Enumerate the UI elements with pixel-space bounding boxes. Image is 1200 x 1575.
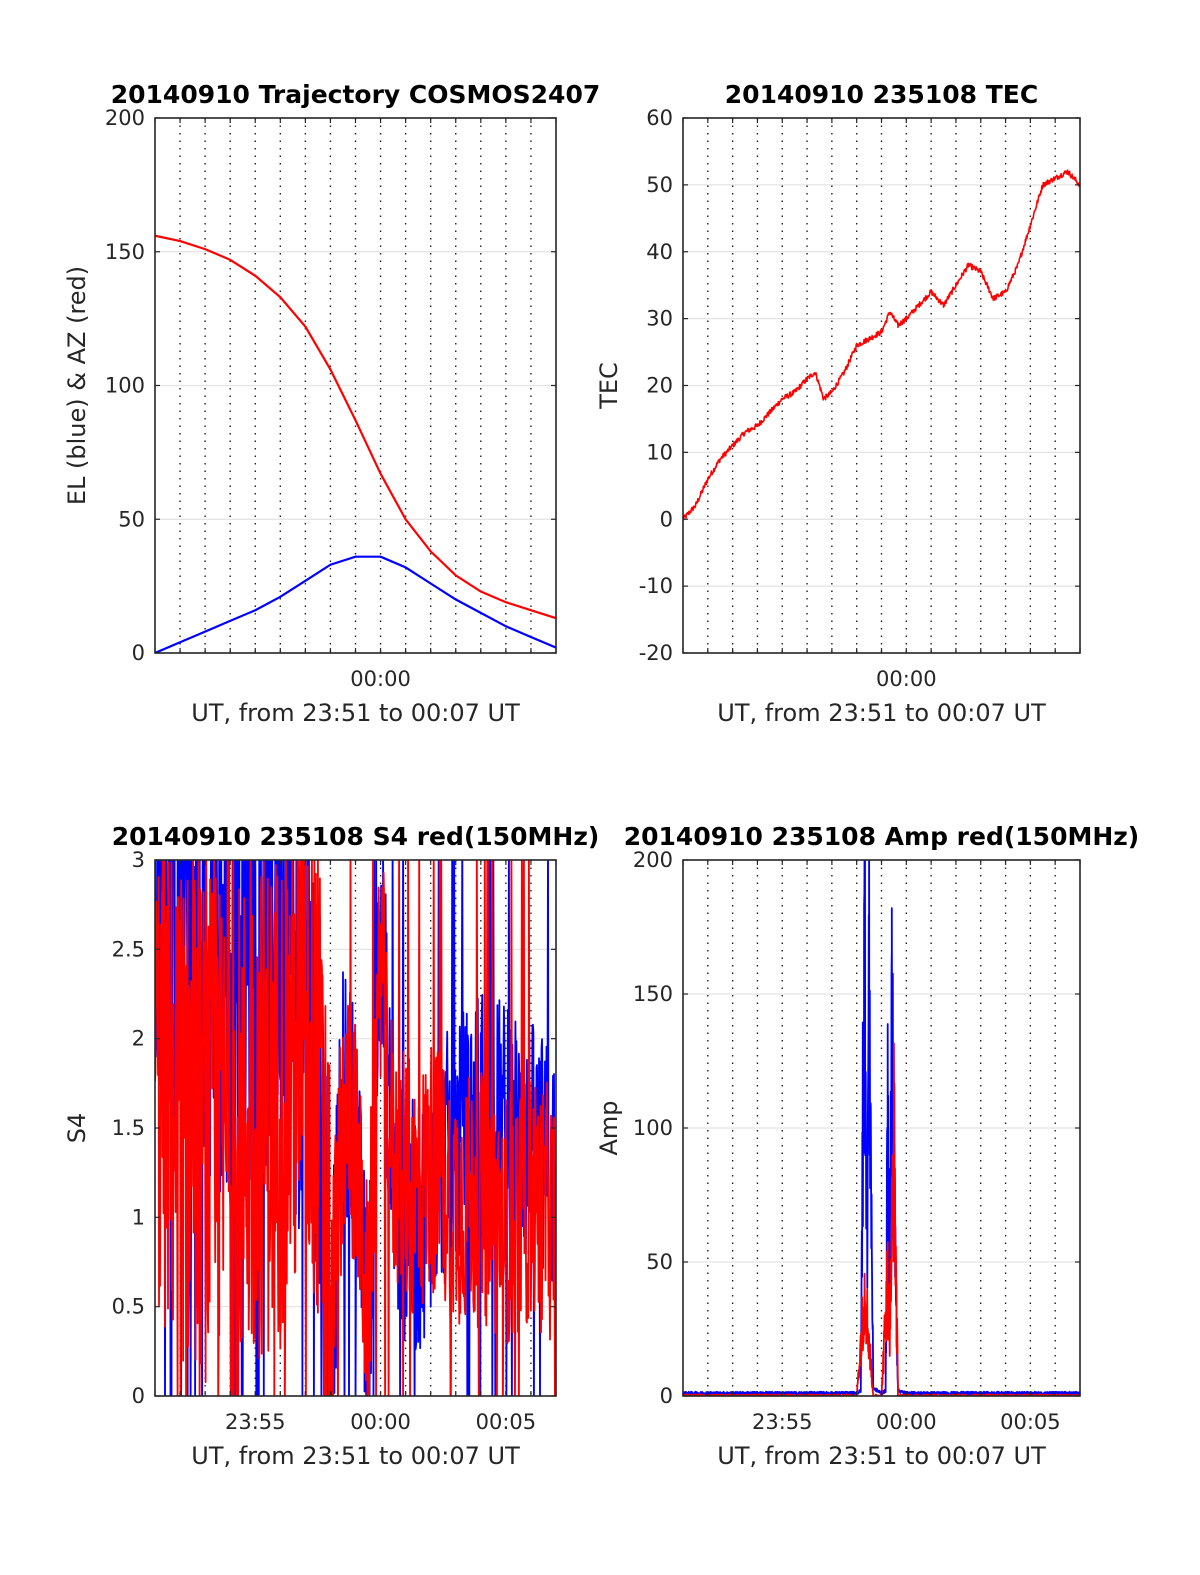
y-tick-label: 60 [646,106,673,130]
y-tick-label: -20 [639,641,673,665]
y-tick-label: 150 [633,982,673,1006]
chart-title: 20140910 Trajectory COSMOS2407 [111,80,601,109]
y-tick-label: 10 [646,440,673,464]
y-tick-label: 30 [646,307,673,331]
chart-2: -20 -10 0 10 20 30 40 50 60 00:00 20140910 235108 … [595,80,1081,727]
series-line [155,555,556,653]
y-tick-label: 3 [132,848,145,872]
x-tick-label: 00:00 [876,667,937,691]
y-tick-label: 50 [646,1250,673,1274]
y-tick-label: 0 [132,641,145,665]
y-tick-label: 1 [132,1205,145,1229]
y-tick-label: 1.5 [112,1116,145,1140]
y-tick-label: 100 [633,1116,673,1140]
y-tick-label: 0 [660,507,673,531]
x-tick-label: 00:05 [476,1410,537,1434]
y-axis-label: EL (blue) & AZ (red) [63,266,91,505]
plot-area [155,860,556,1396]
y-tick-label: 2.5 [112,937,145,961]
chart-3: 0 0.5 1 1.5 2 2.5 3 23:55 00:00 00:05 20140910 235… [63,822,600,1470]
chart-title: 20140910 235108 Amp red(150MHz) [624,822,1140,851]
x-tick-label: 00:00 [350,667,411,691]
x-tick-label: 23:55 [225,1410,286,1434]
chart-title: 20140910 235108 TEC [725,80,1038,109]
y-tick-label: 200 [633,848,673,872]
plot-area [155,234,556,653]
chart-1: 0 50 100 150 200 00:00 20140910 Trajectory COS… [63,80,600,727]
series-line [683,860,1080,1396]
x-axis-label: UT, from 23:51 to 00:07 UT [717,1442,1046,1470]
y-axis-label: TEC [595,362,623,410]
plot-area [683,169,1080,521]
y-tick-label: 0 [132,1384,145,1408]
y-axis-label: S4 [63,1113,91,1144]
chart-title: 20140910 235108 S4 red(150MHz) [112,822,600,851]
y-tick-label: -10 [639,574,673,598]
y-tick-label: 50 [118,507,145,531]
y-tick-label: 50 [646,173,673,197]
y-tick-label: 150 [105,240,145,264]
x-axis-label: UT, from 23:51 to 00:07 UT [191,1442,520,1470]
chart-4: 0 50 100 150 200 23:55 00:00 00:05 20140910 2351… [595,822,1140,1470]
x-axis-label: UT, from 23:51 to 00:07 UT [191,699,520,727]
x-tick-label: 00:00 [350,1410,411,1434]
y-tick-label: 100 [105,374,145,398]
y-tick-label: 40 [646,240,673,264]
plot-area [683,860,1080,1396]
y-tick-label: 0.5 [112,1295,145,1319]
series-line [155,234,556,620]
y-tick-label: 20 [646,374,673,398]
series-line [683,169,1080,521]
y-tick-label: 200 [105,106,145,130]
y-tick-label: 2 [132,1027,145,1051]
y-tick-label: 0 [660,1384,673,1408]
x-axis-label: UT, from 23:51 to 00:07 UT [717,699,1046,727]
x-tick-label: 00:05 [1000,1410,1061,1434]
x-tick-label: 23:55 [752,1410,813,1434]
y-axis-label: Amp [595,1100,623,1155]
x-tick-label: 00:00 [876,1410,937,1434]
series-line [155,860,556,1396]
